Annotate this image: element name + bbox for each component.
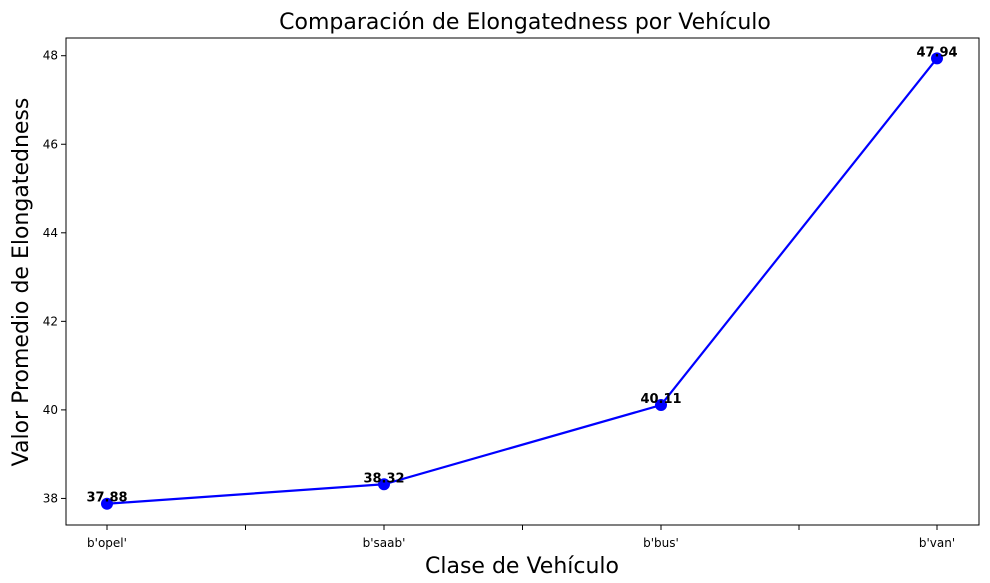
chart-title: Comparación de Elongatedness por Vehícul…	[279, 10, 771, 35]
y-tick-label: 40	[43, 403, 58, 417]
x-tick-label: b'van'	[919, 536, 955, 550]
x-axis-label: Clase de Vehículo	[425, 554, 619, 579]
x-tick-label: b'bus'	[643, 536, 679, 550]
x-tick-label: b'opel'	[87, 536, 127, 550]
y-axis: 38 40 42 44 46 48	[43, 49, 66, 505]
plot-area-frame	[65, 37, 980, 526]
data-label: 38.32	[363, 471, 404, 486]
y-tick-label: 48	[43, 49, 58, 63]
data-point	[378, 478, 390, 491]
series-line	[106, 57, 938, 505]
data-label: 37.88	[86, 491, 127, 506]
data-point	[655, 399, 667, 412]
series-layer	[101, 52, 943, 510]
y-tick-label: 38	[43, 491, 58, 505]
y-axis-label: Valor Promedio de Elongatedness	[9, 98, 34, 467]
y-tick-label: 42	[43, 314, 58, 328]
y-tick-label: 46	[43, 137, 58, 151]
data-label: 40.11	[640, 392, 681, 407]
data-point	[931, 52, 943, 65]
y-tick-label: 44	[43, 226, 58, 240]
data-label: 47.94	[916, 45, 957, 60]
data-point	[101, 497, 113, 510]
x-tick-label: b'saab'	[363, 536, 406, 550]
data-label-layer: 37.88 38.32 40.11 47.94	[86, 45, 957, 505]
x-axis: b'opel' b'saab' b'bus' b'van'	[87, 525, 955, 550]
